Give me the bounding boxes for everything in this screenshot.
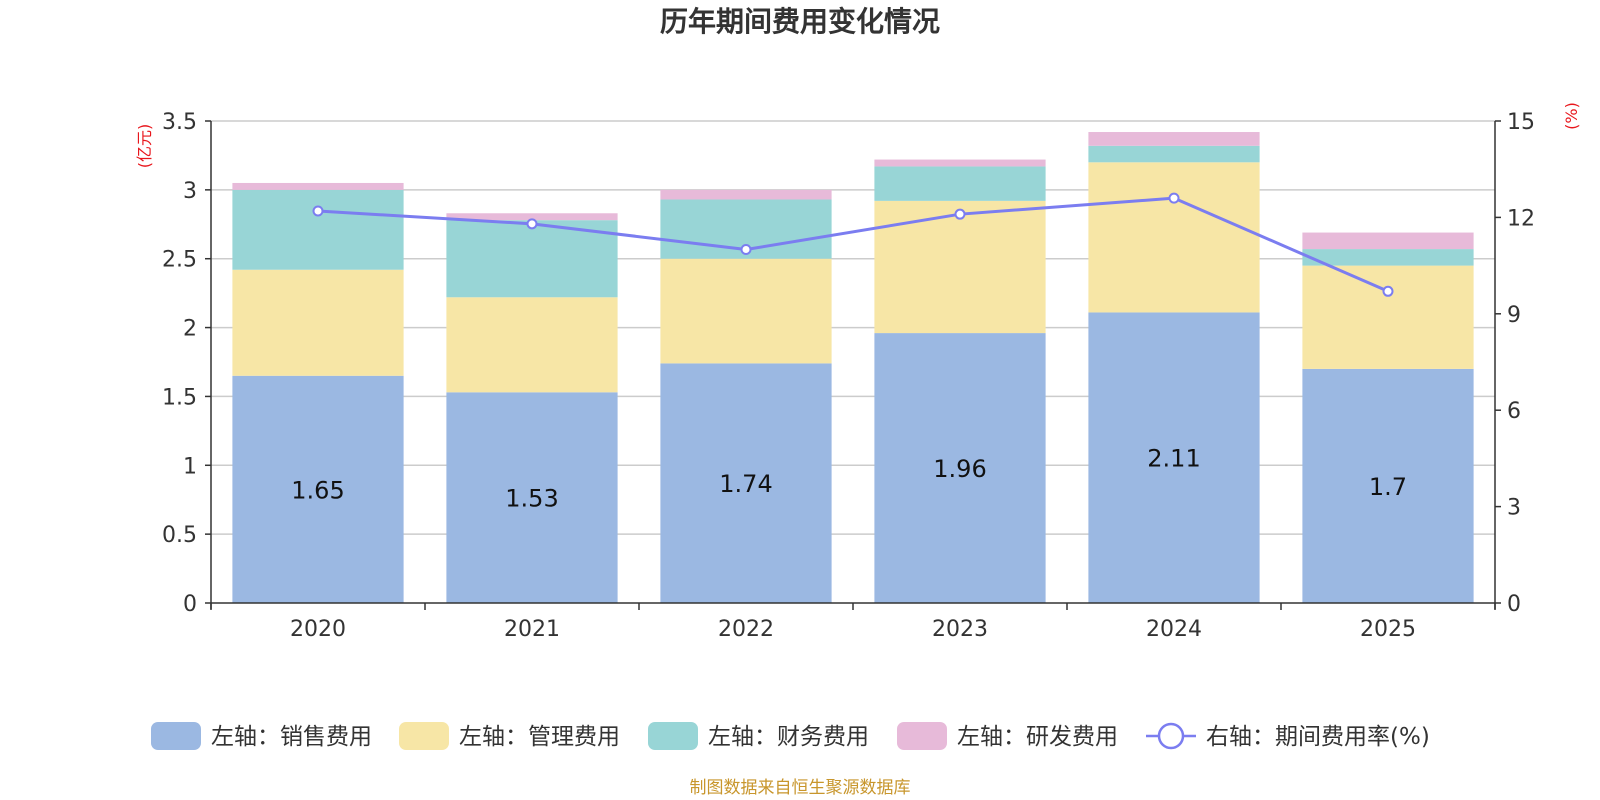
bar-value-label: 1.53	[505, 485, 558, 513]
left-axis-tick-label: 3	[183, 179, 197, 204]
left-axis-tick-label: 1.5	[162, 385, 197, 410]
x-axis-tick-label: 2023	[932, 617, 988, 642]
right-axis-tick-label: 15	[1507, 110, 1535, 135]
bar-segment-3	[1088, 132, 1260, 146]
grid-lines	[211, 120, 1495, 535]
left-axis-tick-label: 3.5	[162, 110, 197, 135]
rate-point	[740, 244, 752, 256]
bar-segment-3	[660, 189, 832, 200]
right-axis-tick-label: 0	[1507, 592, 1521, 617]
x-axis-tick-label: 2022	[718, 617, 774, 642]
chart-title: 历年期间费用变化情况	[660, 5, 940, 38]
left-axis-unit: (亿元)	[135, 124, 154, 169]
bar-segment-0	[874, 333, 1046, 603]
right-axis-unit: (%)	[1562, 102, 1581, 130]
x-axis-tick-label: 2024	[1146, 617, 1202, 642]
legend-label-4: 右轴：期间费用率(%)	[1206, 724, 1430, 750]
bar-segment-1	[232, 269, 404, 376]
bar-value-label: 1.74	[719, 470, 772, 498]
legend-marker-icon	[1157, 722, 1185, 750]
right-axis-tick-label: 3	[1507, 496, 1521, 521]
legend-label-0: 左轴：销售费用	[211, 724, 372, 750]
bar-segment-2	[1302, 249, 1474, 266]
bar-segment-1	[446, 297, 618, 393]
bar-segment-3	[232, 182, 404, 190]
left-axis-tick-label: 0	[183, 592, 197, 617]
x-axis-tick-label: 2025	[1360, 617, 1416, 642]
legend: 左轴：销售费用 左轴：管理费用 左轴：财务费用 左轴：研发费用 右轴：期间费用率(%)	[151, 722, 1430, 750]
left-axis-tick-label: 1	[183, 454, 197, 479]
bar-value-label: 1.65	[291, 476, 344, 504]
legend-swatch-2	[648, 722, 698, 750]
legend-swatch-3	[897, 722, 947, 750]
bar-value-label: 1.96	[933, 455, 986, 483]
left-axis-tick-label: 2.5	[162, 248, 197, 273]
bar-value-label: 2.11	[1147, 445, 1200, 473]
legend-label-1: 左轴：管理费用	[459, 724, 620, 750]
bar-value-label: 1.7	[1369, 473, 1407, 501]
line-series-group	[312, 192, 1394, 297]
right-axis-tick-label: 12	[1507, 206, 1535, 231]
bar-segment-0	[660, 363, 832, 603]
left-axis-tick-label: 0.5	[162, 523, 197, 548]
legend-swatch-0	[151, 722, 201, 750]
axes-group: 0 0.5 1 1.5 2 2.5 3 3.5 0 3 6 9 12 15 2020 2021 2022 2023…	[162, 110, 1535, 642]
rate-point	[954, 208, 966, 220]
bar-segment-3	[874, 159, 1046, 167]
x-axis-tick-label: 2021	[504, 617, 560, 642]
left-axis-tick-label: 2	[183, 317, 197, 342]
bar-segment-1	[874, 200, 1046, 334]
right-axis-tick-label: 9	[1507, 303, 1521, 328]
bar-segment-2	[446, 220, 618, 298]
bar-segment-2	[1088, 145, 1260, 163]
right-axis-tick-label: 6	[1507, 399, 1521, 424]
bar-segment-0	[1088, 312, 1260, 603]
rate-point	[1168, 192, 1180, 204]
bar-series-group	[232, 132, 1474, 603]
rate-point	[1382, 285, 1394, 297]
legend-label-3: 左轴：研发费用	[957, 724, 1118, 750]
legend-swatch-1	[399, 722, 449, 750]
bar-segment-3	[446, 213, 618, 221]
legend-label-2: 左轴：财务费用	[708, 724, 869, 750]
bar-segment-1	[660, 258, 832, 364]
bar-labels-group: 1.65 1.53 1.74 1.96 2.11 1.7	[291, 445, 1407, 513]
rate-point	[526, 218, 538, 230]
x-axis-tick-label: 2020	[290, 617, 346, 642]
bar-segment-2	[874, 166, 1046, 201]
bar-segment-1	[1302, 265, 1474, 369]
data-source-note: 制图数据来自恒生聚源数据库	[690, 778, 911, 798]
bar-segment-0	[446, 392, 618, 603]
bar-segment-0	[1302, 368, 1474, 603]
bar-segment-2	[232, 189, 404, 270]
rate-line	[317, 196, 1389, 293]
bar-segment-0	[232, 375, 404, 603]
bar-segment-1	[1088, 162, 1260, 313]
rate-point	[312, 205, 324, 217]
bar-segment-3	[1302, 232, 1474, 250]
